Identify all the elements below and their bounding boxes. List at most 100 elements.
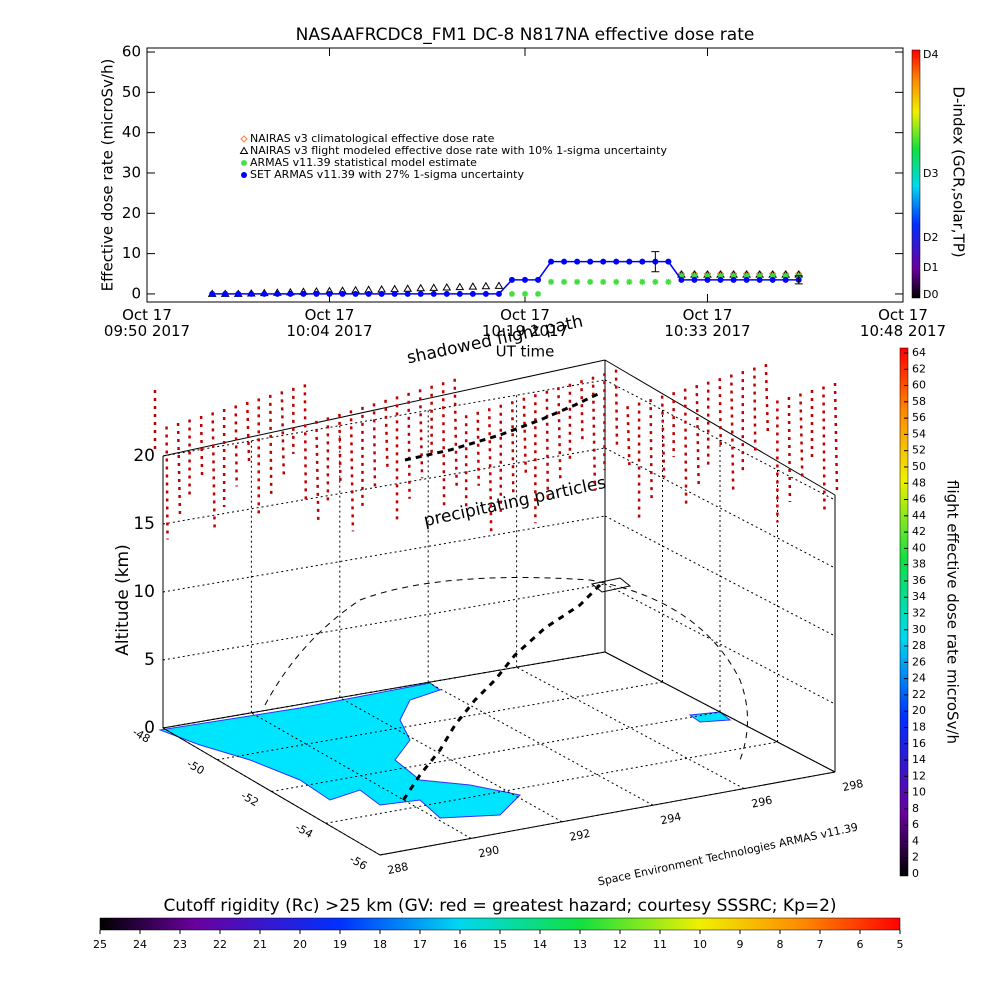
point [665, 278, 672, 285]
colorbar-tick-label: 2 [912, 851, 919, 864]
point [390, 284, 400, 293]
colorbar-tick-label: 34 [912, 590, 926, 603]
point [248, 290, 255, 297]
dose-colorbar-label: flight effective dose rate microSv/h [944, 480, 962, 744]
y-tick-label: 60 [122, 43, 141, 61]
d-index-label: D-index (GCR,solar,TP) [950, 86, 968, 257]
grid-line [162, 515, 606, 593]
point [429, 283, 439, 291]
colorbar-tick-label: 22 [213, 938, 227, 951]
point [587, 258, 594, 265]
rigidity-colorbar [99, 917, 901, 931]
point [717, 272, 724, 279]
x-tick-label: 292 [568, 827, 591, 844]
colorbar-tick-label: D0 [923, 288, 938, 301]
point [417, 290, 424, 297]
point [717, 276, 724, 283]
point [468, 282, 478, 290]
ground-track [264, 577, 748, 761]
point [508, 290, 515, 297]
point [574, 278, 581, 285]
legend-marker [241, 160, 247, 166]
colorbar-tick-label: 42 [912, 525, 926, 538]
point [769, 276, 776, 283]
particle-column [349, 410, 355, 532]
colorbar-tick-label: 0 [912, 867, 919, 880]
point [326, 290, 333, 297]
colorbar-tick-label: 14 [533, 938, 547, 951]
grid-line [162, 379, 606, 457]
particle-column [245, 401, 251, 466]
rigidity-label: Cutoff rigidity (Rc) >25 km (GV: red = g… [163, 896, 836, 916]
point [730, 272, 737, 279]
point [691, 272, 698, 279]
particle-column [695, 385, 700, 487]
series-line [212, 260, 799, 295]
precip-label: precipitating particles [422, 473, 608, 531]
colorbar-tick-label: 20 [293, 938, 307, 951]
grid-line [604, 583, 836, 705]
particle-column [384, 399, 389, 470]
point [416, 283, 426, 292]
colorbar-tick-label: 56 [912, 411, 926, 424]
point [678, 276, 685, 283]
colorbar-tick-label: 38 [912, 558, 926, 571]
point [482, 290, 489, 297]
point [730, 276, 737, 283]
y-tick-label: 30 [122, 163, 141, 181]
grid-line [162, 727, 381, 856]
particle-column [718, 378, 722, 446]
point [300, 290, 307, 297]
colorbar-tick-label: 58 [912, 395, 926, 408]
point [769, 272, 776, 279]
particle-column [176, 422, 182, 520]
point [455, 282, 465, 291]
colorbar-tick-label: 21 [253, 938, 267, 951]
error-bar [794, 275, 803, 285]
particle-column [787, 397, 792, 503]
legend-label: ARMAS v11.39 statistical model estimate [250, 156, 477, 169]
colorbar-tick-label: 52 [912, 444, 926, 457]
particle-column [372, 403, 377, 491]
grid-line [271, 711, 721, 792]
particle-column [833, 382, 839, 491]
aircraft-box [590, 577, 632, 593]
point [378, 290, 385, 297]
point [313, 290, 320, 297]
particle-column [441, 382, 446, 508]
particle-column [511, 401, 515, 495]
colorbar-tick-label: 10 [912, 786, 926, 799]
particle-column [487, 408, 493, 536]
plot-3d [153, 359, 839, 856]
colorbar-tick-label: 16 [453, 938, 467, 951]
land [688, 711, 732, 723]
colorbar-tick-label: 8 [912, 802, 919, 815]
colorbar-tick-label: D3 [923, 167, 938, 180]
x-tick-label: Oct 17 10:33 2017 [664, 306, 750, 340]
particle-column [165, 426, 169, 540]
point [522, 276, 528, 283]
y-axis-label: Effective dose rate (microSv/h) [99, 59, 117, 292]
point [600, 278, 607, 285]
x-axis-label: UT time [496, 343, 555, 361]
point [365, 290, 372, 297]
particle-column [614, 369, 619, 450]
point [691, 276, 698, 283]
point [430, 290, 437, 297]
legend-label: NAIRAS v3 climatological effective dose … [250, 132, 495, 145]
particle-column [580, 380, 584, 442]
particle-column [822, 386, 826, 511]
point [613, 258, 620, 265]
error-bar [651, 251, 660, 273]
point [469, 290, 476, 297]
particle-column [338, 413, 342, 482]
x-tick-label: Oct 17 10:48 2017 [860, 306, 946, 340]
d-index-colorbar [911, 49, 921, 299]
grid-line [604, 651, 836, 773]
grid-line [604, 651, 836, 773]
point [339, 290, 346, 297]
colorbar-tick-label: 9 [737, 938, 744, 951]
colorbar-tick-label: 13 [573, 938, 587, 951]
colorbar-tick-label: 7 [817, 938, 824, 951]
particle-column [591, 376, 597, 491]
